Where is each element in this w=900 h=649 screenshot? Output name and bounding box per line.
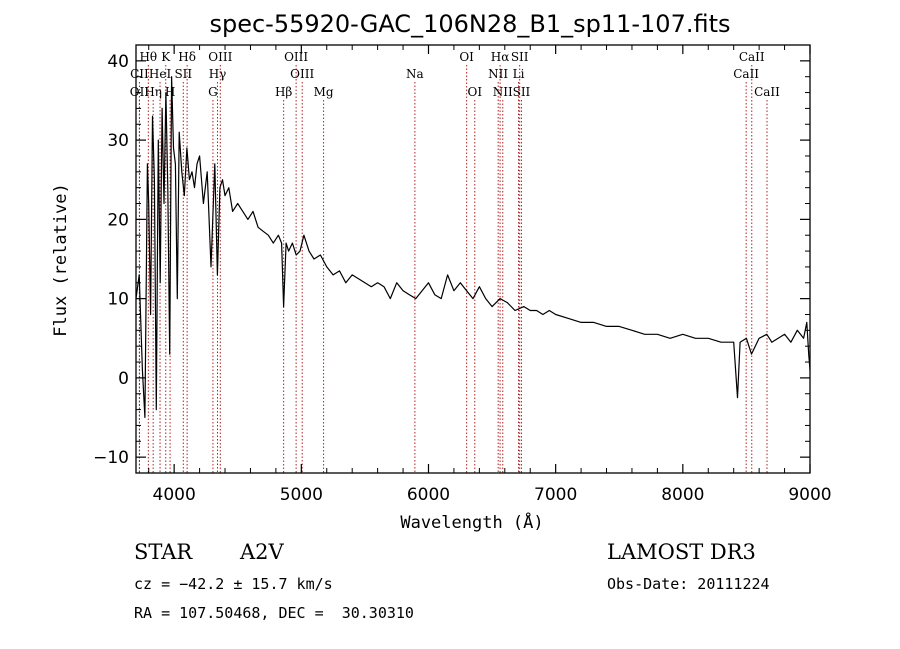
x-tick-label: 4000 (153, 485, 196, 505)
spectral-line-label: Mg (314, 85, 334, 99)
spectral-line-label: CaII (739, 50, 765, 64)
y-tick-label: −10 (93, 448, 129, 468)
x-tick-label: 5000 (280, 485, 323, 505)
spectral-line-label: G (208, 85, 218, 99)
spectral-line-label: CaII (754, 85, 780, 99)
spectral-line-label: NII (493, 85, 513, 99)
y-tick-label: 10 (107, 290, 129, 310)
y-tick-label: 40 (107, 52, 129, 72)
spectral-line-label: OII (130, 85, 150, 99)
x-tick-label: 6000 (407, 485, 450, 505)
y-tick-label: 0 (118, 369, 129, 389)
spectral-line-label: Hγ (209, 67, 227, 81)
spectral-line-label: HeI (149, 67, 172, 81)
x-tick-label: 7000 (534, 485, 577, 505)
spectral-line-label: CaII (733, 67, 759, 81)
spectral-line-label: Hβ (275, 85, 292, 99)
spectral-line-label: SII (511, 50, 529, 64)
spectral-line-label: Li (513, 67, 525, 81)
chart-title: spec-55920-GAC_106N28_B1_sp11-107.fits (209, 10, 730, 38)
survey-name: LAMOST DR3 (607, 540, 756, 564)
spectral-line-label: SII (513, 85, 531, 99)
spectral-line-label: NII (488, 67, 508, 81)
x-tick-label: 8000 (661, 485, 704, 505)
y-axis-ticks: −10 0 10 20 30 40 (93, 44, 810, 474)
x-axis-ticks: 4000 5000 6000 7000 8000 9000 (148, 45, 832, 505)
spectral-line-label: OIII (290, 67, 314, 81)
spectral-line-label: K (161, 50, 171, 64)
y-tick-label: 20 (107, 210, 129, 230)
x-axis-label: Wavelength (Å) (400, 511, 543, 533)
redshift-cz: cz = −42.2 ± 15.7 km/s (134, 575, 333, 593)
coordinates: RA = 107.50468, DEC = 30.30310 (134, 604, 414, 622)
spectral-line-label: OI (467, 85, 482, 99)
spectral-line-label: Hθ (139, 50, 157, 64)
spectral-line-label: H (165, 85, 175, 99)
spectral-line-label: Hδ (178, 50, 196, 64)
y-axis-label: Flux (relative) (51, 183, 71, 337)
x-tick-label: 9000 (788, 485, 831, 505)
spectrum-line (135, 76, 811, 419)
spectral-line-label: CII (130, 67, 149, 81)
spectral-line-label: Hη (144, 85, 162, 99)
spectral-line-label: OIII (208, 50, 232, 64)
y-tick-label: 30 (107, 131, 129, 151)
object-subclass: A2V (240, 540, 284, 564)
spectral-line-label: OIII (284, 50, 308, 64)
spectral-line-label: Na (406, 67, 424, 81)
spectral-line-label: SII (174, 67, 192, 81)
plot-frame (135, 44, 811, 474)
spectral-line-markers (138, 65, 768, 473)
spectral-line-label: Hα (491, 50, 510, 64)
observation-date: Obs-Date: 20111224 (607, 575, 770, 593)
object-class: STAR (134, 540, 193, 564)
spectral-line-label: OI (459, 50, 474, 64)
